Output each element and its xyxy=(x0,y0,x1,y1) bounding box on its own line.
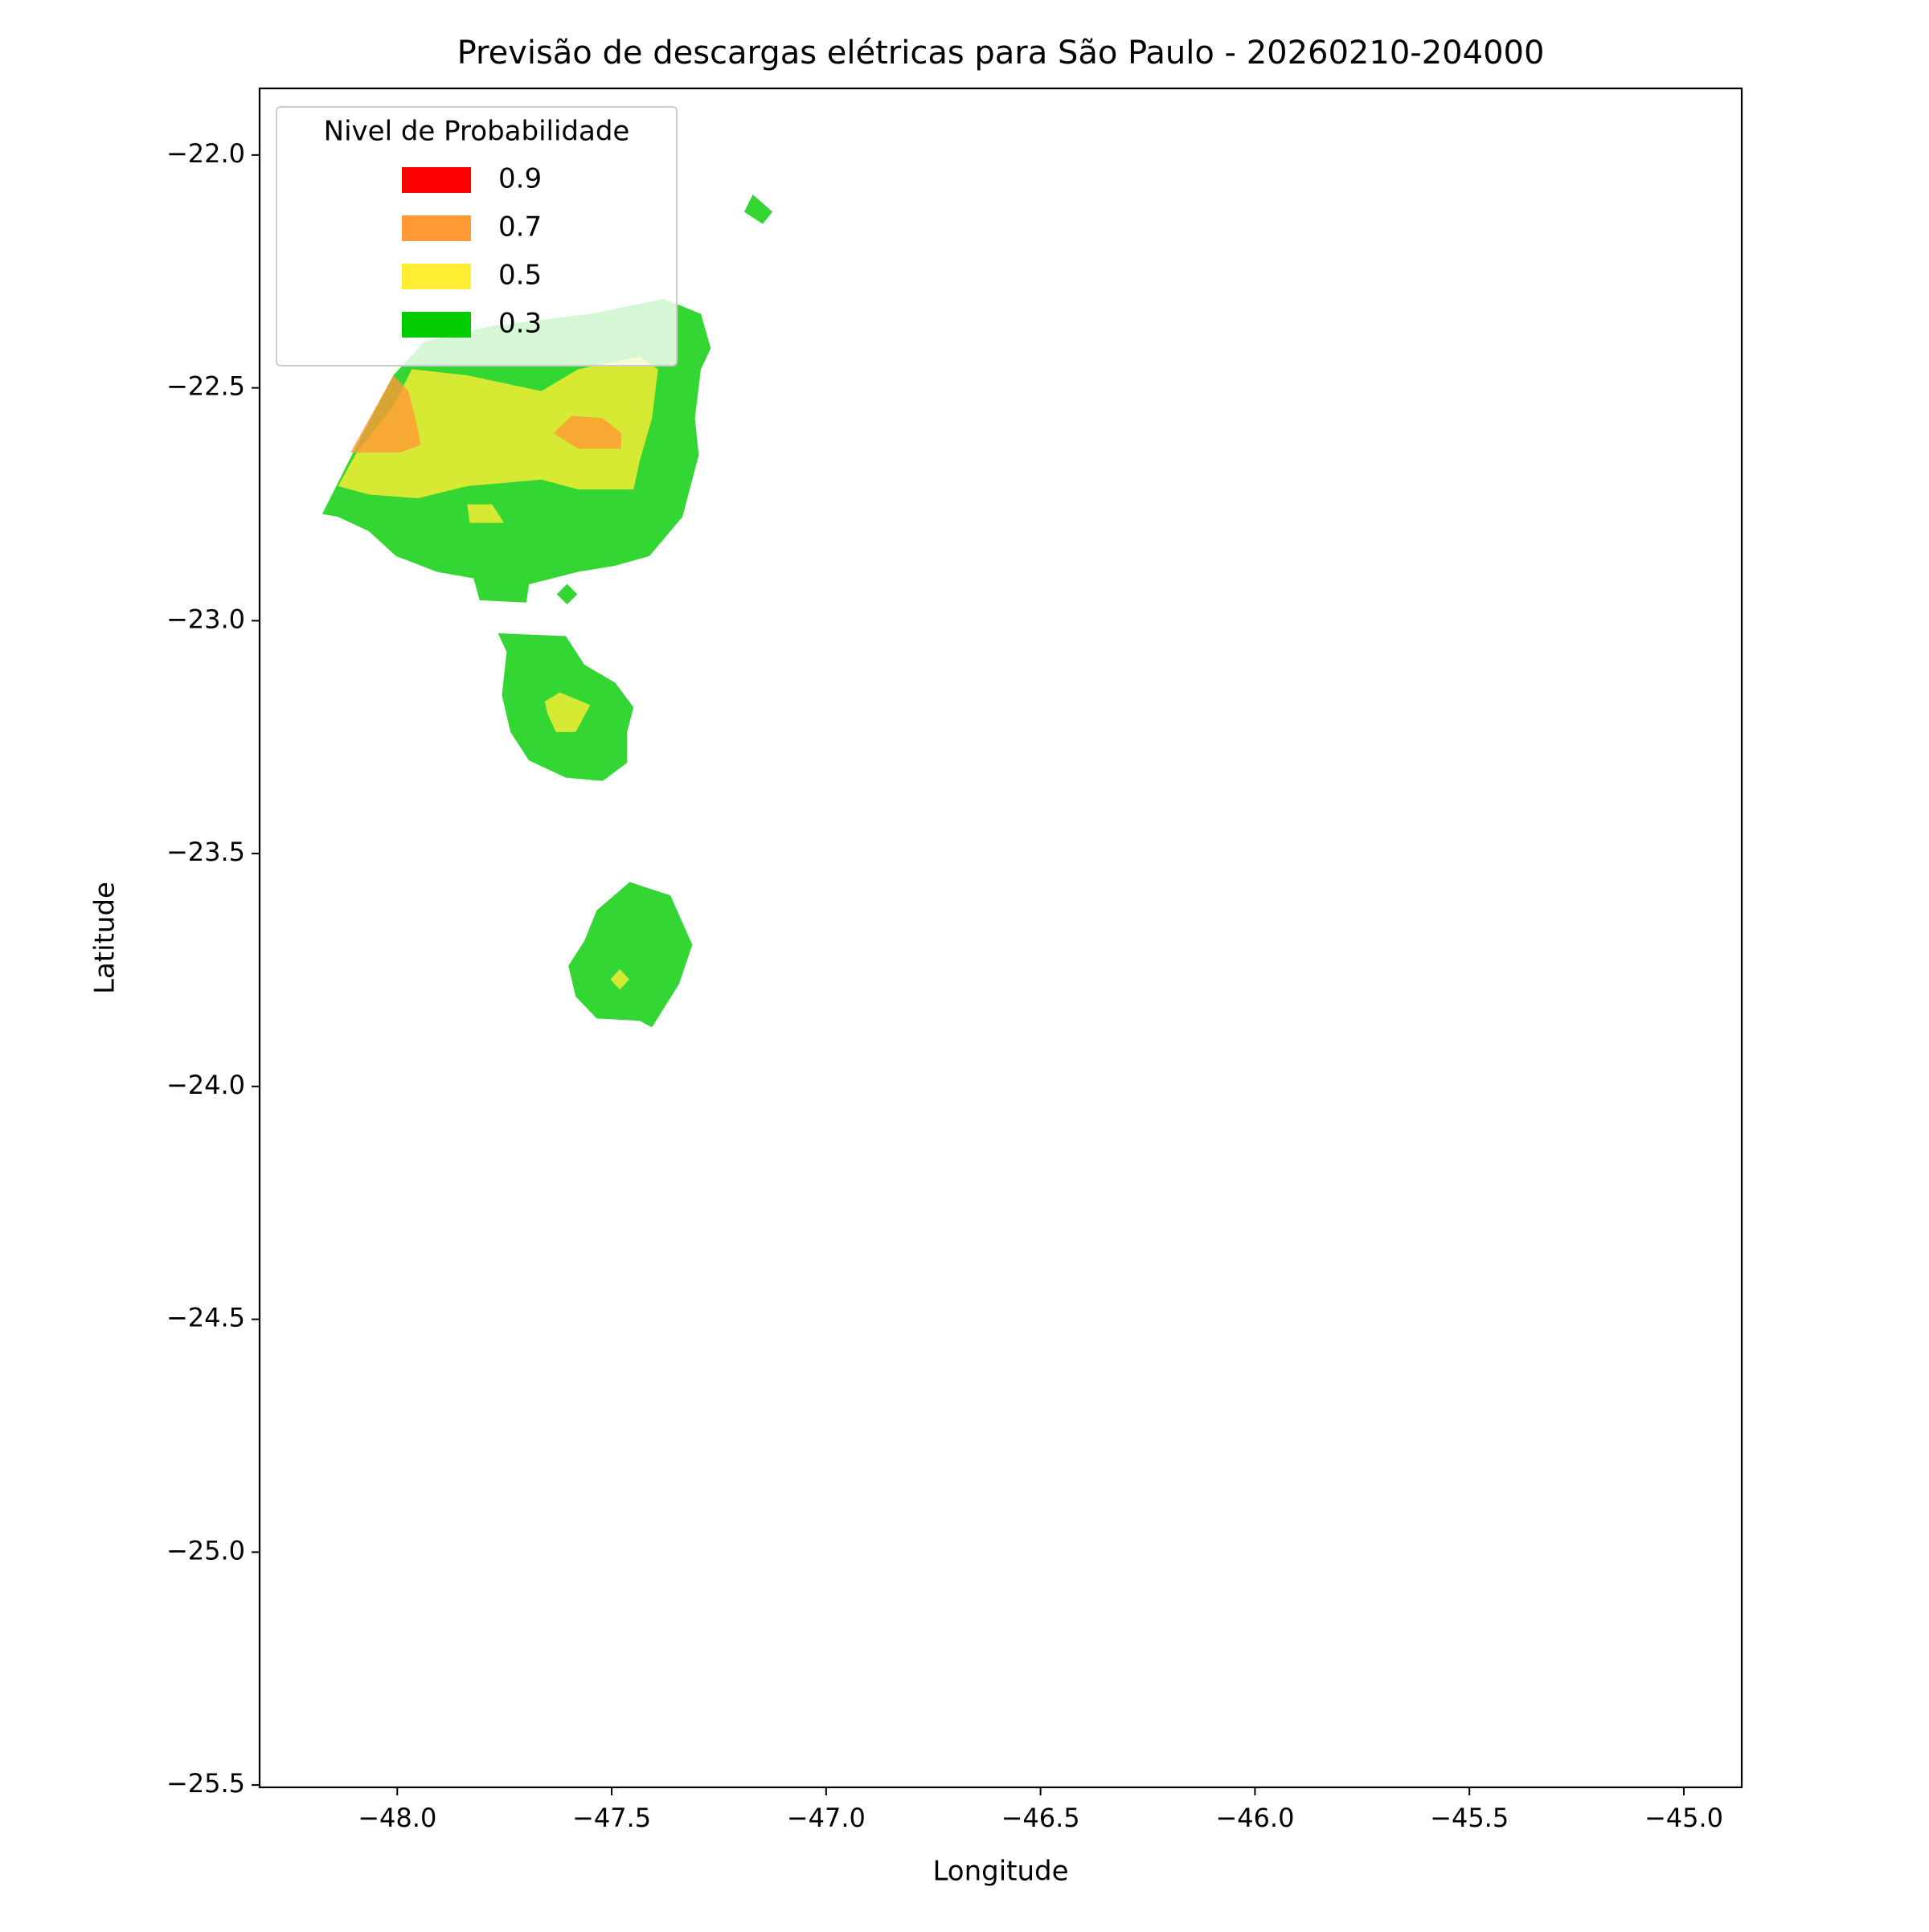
legend-label: 0.5 xyxy=(498,260,542,292)
x-tick-label: −48.0 xyxy=(358,1803,436,1833)
x-tick-label: −45.5 xyxy=(1430,1803,1509,1833)
y-tick-label: −23.0 xyxy=(166,604,245,634)
legend-swatch xyxy=(402,215,471,241)
legend-box xyxy=(276,106,678,366)
legend-label: 0.3 xyxy=(498,308,542,340)
legend-label: 0.9 xyxy=(498,163,542,195)
x-tick-label: −47.5 xyxy=(572,1803,651,1833)
y-tick-label: −22.0 xyxy=(166,138,245,169)
legend-swatch xyxy=(402,167,471,193)
plot-area xyxy=(322,194,773,1028)
y-tick-label: −25.0 xyxy=(166,1535,245,1566)
contour-region xyxy=(467,504,505,523)
legend-swatch xyxy=(402,264,471,289)
contour-region xyxy=(544,692,591,732)
y-tick-label: −24.5 xyxy=(166,1303,245,1333)
contour-region xyxy=(553,415,621,449)
axes-frame xyxy=(258,87,1743,1789)
x-tick-label: −45.0 xyxy=(1644,1803,1723,1833)
y-tick-label: −24.0 xyxy=(166,1070,245,1100)
y-tick-label: −22.5 xyxy=(166,371,245,402)
legend: Nivel de Probabilidade 0.9 0.7 0.5 0.3 xyxy=(276,106,678,366)
contour-region xyxy=(556,583,578,605)
x-tick-label: −47.0 xyxy=(787,1803,866,1833)
y-axis-label: Latitude xyxy=(89,882,121,994)
contour-region xyxy=(610,968,629,990)
chart-title: Previsão de descargas elétricas para São… xyxy=(457,35,1545,72)
legend-label: 0.7 xyxy=(498,211,542,244)
contour-region xyxy=(743,194,773,224)
y-tick-label: −23.5 xyxy=(166,837,245,867)
x-axis-label: Longitude xyxy=(932,1856,1068,1888)
x-tick-label: −46.5 xyxy=(1001,1803,1080,1833)
y-tick-label: −25.5 xyxy=(166,1768,245,1799)
x-tick-label: −46.0 xyxy=(1215,1803,1294,1833)
contour-region xyxy=(338,356,658,498)
contour-region xyxy=(568,882,693,1028)
contour-region xyxy=(350,375,421,453)
legend-swatch xyxy=(402,312,471,338)
legend-title: Nivel de Probabilidade xyxy=(324,116,630,148)
